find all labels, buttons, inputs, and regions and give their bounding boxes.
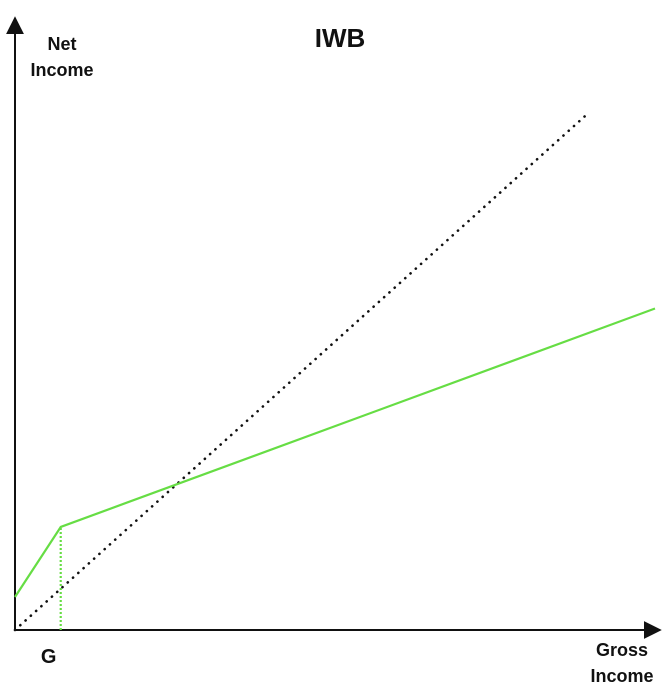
y-axis-label-line-2: Income (30, 60, 93, 80)
dotted-reference-line (13, 113, 588, 632)
x-axis-label-line-2: Income (590, 666, 653, 686)
y-axis-label-line-1: Net (47, 34, 76, 54)
chart-title: IWB (315, 23, 366, 53)
net-income-line (14, 307, 656, 598)
x-axis-label-line-1: Gross (596, 640, 648, 660)
series-layer (13, 113, 656, 632)
tick-layer: G (41, 646, 57, 668)
x-tick-label: G (41, 646, 57, 668)
